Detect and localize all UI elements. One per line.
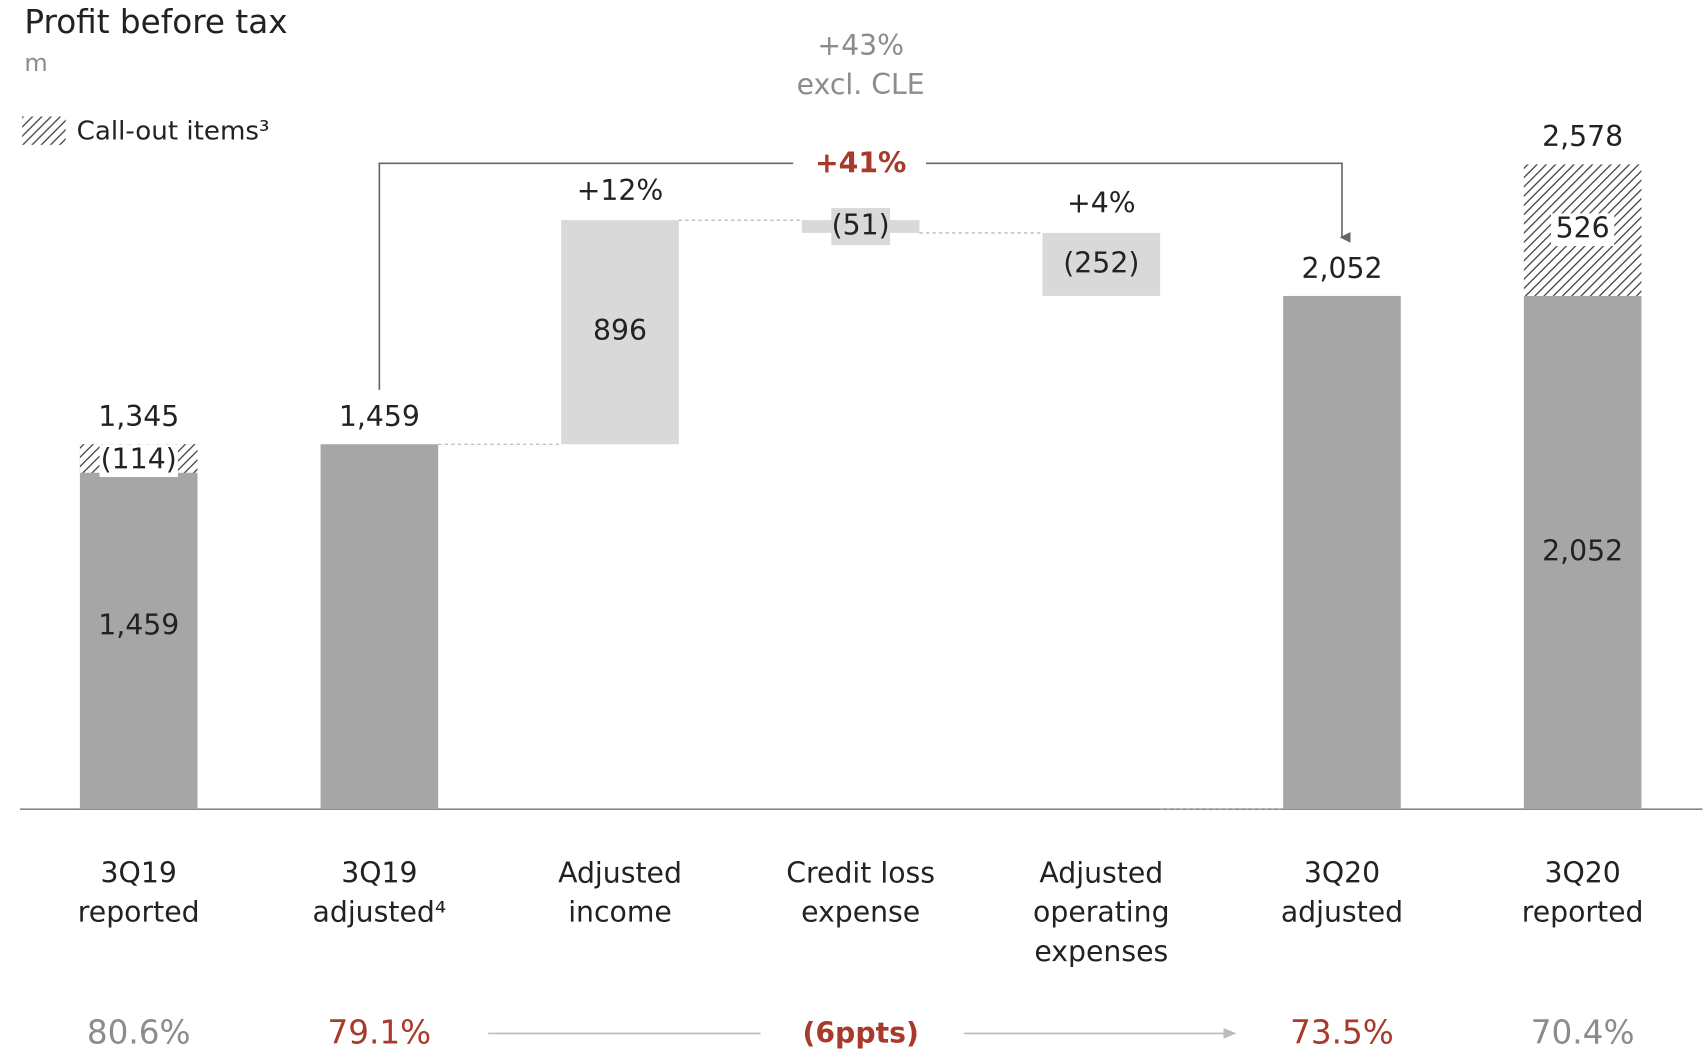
value-label: (51) [832, 209, 890, 242]
x-tick-label: reported [1522, 896, 1644, 929]
label-background [99, 444, 178, 478]
callout-label: (114) [101, 443, 177, 476]
value-label: 1,459 [339, 400, 420, 433]
value-label: 896 [593, 314, 647, 347]
growth-label: +4% [1067, 187, 1136, 220]
x-tick-label: 3Q20 [1544, 856, 1620, 889]
bar [1283, 295, 1401, 810]
chart-title: Profit before tax [24, 3, 287, 41]
bar [320, 444, 439, 810]
value-label: 2,052 [1301, 252, 1382, 285]
bar [1523, 295, 1642, 810]
legend-swatch [22, 116, 66, 145]
label-background [831, 208, 891, 246]
x-tick-label: Credit loss [786, 856, 935, 889]
total-label: 2,578 [1542, 120, 1623, 153]
bar [79, 444, 198, 810]
bar [1042, 232, 1161, 296]
value-label: 1,459 [98, 609, 179, 642]
legend-label: Call-out items³ [77, 116, 270, 146]
x-tick-label: Adjusted [558, 856, 682, 889]
label-background [1551, 213, 1615, 247]
ratio-label: 70.4% [1531, 1013, 1635, 1051]
x-tick-label: 3Q20 [1304, 856, 1380, 889]
x-tick-label: expense [801, 896, 920, 929]
annotation-note: excl. CLE [797, 68, 925, 101]
x-tick-label: 3Q19 [101, 856, 177, 889]
value-label: 2,052 [1542, 535, 1623, 568]
ratio-label: 80.6% [87, 1013, 191, 1051]
annotation-note: +43% [817, 29, 904, 62]
x-tick-label: adjusted [1281, 896, 1403, 929]
x-tick-label: expenses [1034, 935, 1168, 968]
ratio-label: 79.1% [327, 1013, 431, 1051]
growth-label: +12% [577, 174, 664, 207]
value-label: (252) [1063, 246, 1139, 279]
total-label: 1,345 [98, 400, 179, 433]
x-tick-label: income [568, 896, 672, 929]
chart-subtitle: m [24, 49, 47, 77]
bracket [378, 162, 1342, 390]
callout-label: 526 [1556, 212, 1610, 245]
ratio-label: 73.5% [1290, 1013, 1394, 1051]
annotation: +41% [815, 146, 906, 179]
x-tick-label: Adjusted [1039, 856, 1163, 889]
ratio-change: (6ppts) [802, 1016, 918, 1049]
bar [561, 220, 679, 445]
x-tick-label: reported [78, 896, 200, 929]
x-tick-label: adjusted⁴ [313, 896, 447, 929]
x-tick-label: operating [1033, 896, 1170, 929]
x-tick-label: 3Q19 [341, 856, 417, 889]
